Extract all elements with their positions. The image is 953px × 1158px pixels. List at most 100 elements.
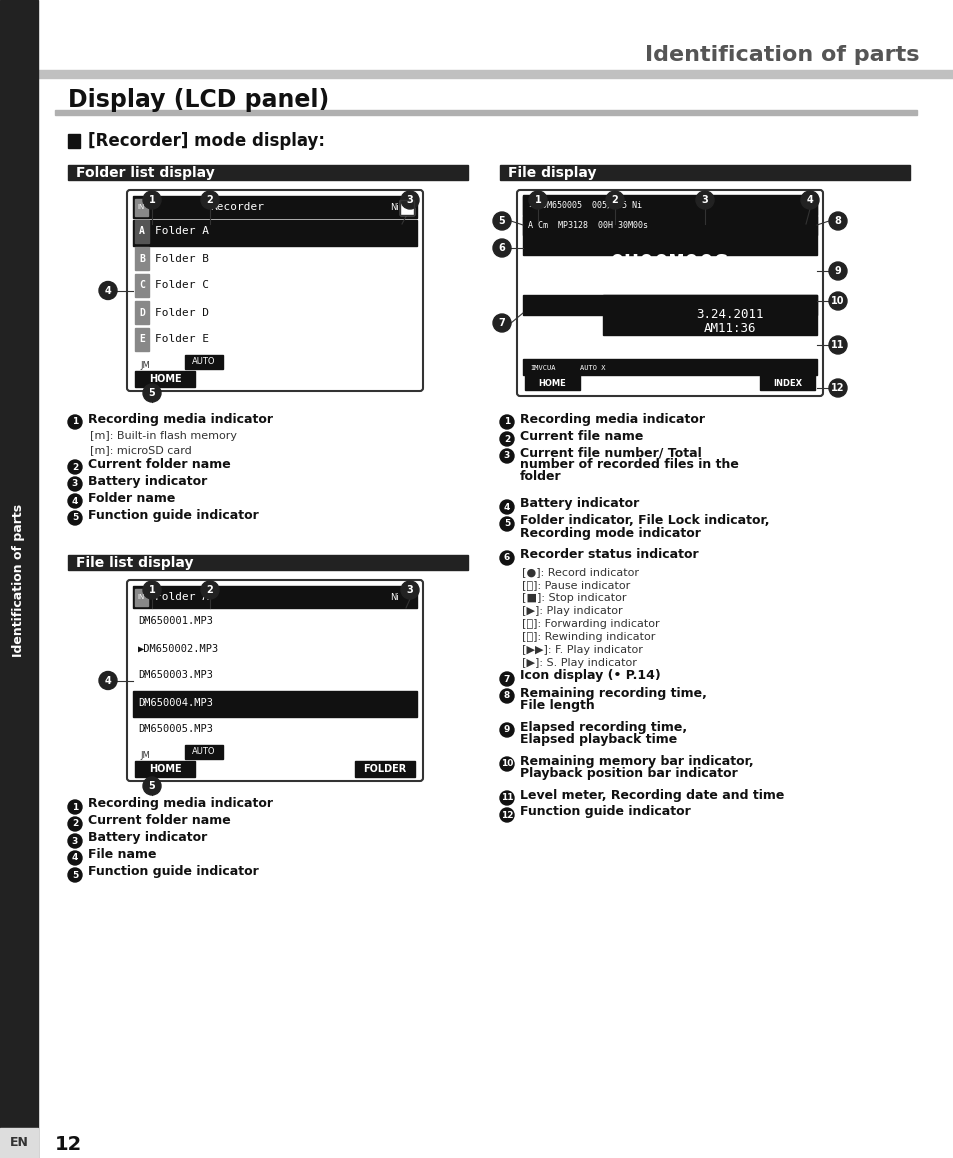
Text: DM650001.MP3: DM650001.MP3: [138, 616, 213, 626]
Text: 12: 12: [500, 811, 513, 820]
Bar: [499, 164, 909, 179]
Text: [⏩]: Forwarding indicator: [⏩]: Forwarding indicator: [521, 620, 659, 629]
Circle shape: [828, 262, 846, 280]
Text: File display: File display: [507, 166, 596, 179]
Text: 2: 2: [71, 820, 78, 828]
Text: 3.24.2011: 3.24.2011: [696, 308, 763, 322]
Circle shape: [828, 336, 846, 354]
Bar: [0, 1128, 38, 1158]
Circle shape: [493, 314, 511, 332]
Circle shape: [493, 239, 511, 257]
Text: Folder A: Folder A: [154, 592, 209, 602]
Text: Current file number/ Total: Current file number/ Total: [519, 447, 701, 460]
Text: 3: 3: [503, 452, 510, 461]
Circle shape: [499, 500, 514, 514]
Bar: [399, 200, 414, 215]
Text: Folder name: Folder name: [88, 491, 175, 505]
Text: Remaining recording time,: Remaining recording time,: [519, 687, 706, 699]
Text: Folder E: Folder E: [154, 335, 209, 344]
Text: 9: 9: [503, 726, 510, 734]
Text: [Recorder] mode display:: [Recorder] mode display:: [88, 132, 325, 151]
Text: AUTO: AUTO: [193, 358, 215, 366]
Bar: [68, 134, 80, 148]
Circle shape: [400, 191, 418, 208]
Text: Battery indicator: Battery indicator: [88, 475, 207, 488]
Text: [m]: Built-in flash memory: [m]: Built-in flash memory: [90, 431, 236, 441]
Text: Recording media indicator: Recording media indicator: [88, 412, 273, 425]
Circle shape: [499, 689, 514, 703]
Circle shape: [68, 818, 82, 831]
Text: 7: 7: [498, 318, 505, 328]
Text: Folder C: Folder C: [154, 280, 209, 291]
Text: E: E: [139, 335, 145, 344]
Text: Playback position bar indicator: Playback position bar indicator: [519, 767, 737, 779]
Text: INDEX: INDEX: [773, 379, 801, 388]
Circle shape: [499, 432, 514, 446]
Text: 8: 8: [503, 691, 510, 701]
Text: File list display: File list display: [76, 556, 193, 570]
Text: 5: 5: [503, 520, 510, 528]
Text: File length: File length: [519, 698, 594, 711]
Text: JM: JM: [140, 360, 150, 369]
Circle shape: [68, 834, 82, 848]
Text: 4: 4: [503, 503, 510, 512]
Text: Identification of parts: Identification of parts: [645, 45, 919, 65]
Text: 2: 2: [503, 434, 510, 444]
Text: EN: EN: [10, 1136, 29, 1150]
Bar: [68, 164, 468, 179]
Text: Function guide indicator: Function guide indicator: [519, 806, 690, 819]
Text: Battery indicator: Battery indicator: [519, 498, 639, 511]
Text: Elapsed playback time: Elapsed playback time: [519, 733, 677, 746]
Text: Folder list display: Folder list display: [76, 166, 214, 179]
Text: Folder B: Folder B: [154, 254, 209, 264]
Text: 6: 6: [498, 243, 505, 252]
Text: 9: 9: [834, 266, 841, 276]
Text: Folder D: Folder D: [154, 308, 209, 317]
Circle shape: [801, 191, 818, 208]
Text: Current file name: Current file name: [519, 430, 642, 442]
Text: HOME: HOME: [149, 374, 181, 384]
Circle shape: [143, 777, 161, 796]
Bar: [522, 195, 816, 255]
Bar: [524, 375, 579, 390]
Circle shape: [68, 477, 82, 491]
Text: [⏸]: Pause indicator: [⏸]: Pause indicator: [521, 580, 630, 589]
Circle shape: [400, 581, 418, 599]
Text: AUTO: AUTO: [193, 748, 215, 756]
Text: 2: 2: [71, 462, 78, 471]
Text: File name: File name: [88, 849, 156, 862]
Circle shape: [99, 672, 117, 689]
Bar: [185, 745, 223, 758]
Text: 7: 7: [503, 674, 510, 683]
Circle shape: [499, 516, 514, 532]
Text: 1: 1: [71, 802, 78, 812]
Text: FOLDER: FOLDER: [363, 764, 406, 774]
Text: 5: 5: [71, 871, 78, 879]
Text: Function guide indicator: Function guide indicator: [88, 865, 258, 879]
Bar: [132, 691, 416, 717]
Circle shape: [99, 281, 117, 300]
Text: 3: 3: [406, 195, 413, 205]
Text: Folder indicator, File Lock indicator,: Folder indicator, File Lock indicator,: [519, 514, 769, 528]
Text: 4: 4: [71, 853, 78, 863]
Text: IN: IN: [137, 594, 145, 600]
Text: 2: 2: [207, 195, 213, 205]
Text: DM650004.MP3: DM650004.MP3: [138, 697, 213, 708]
FancyBboxPatch shape: [127, 190, 422, 391]
Text: 1: 1: [534, 195, 540, 205]
Text: Battery indicator: Battery indicator: [88, 831, 207, 844]
Text: 3: 3: [71, 479, 78, 489]
Circle shape: [68, 868, 82, 882]
Circle shape: [68, 511, 82, 525]
Text: 2: 2: [611, 195, 618, 205]
Text: Recording media indicator: Recording media indicator: [88, 798, 273, 811]
Text: HOME: HOME: [149, 764, 181, 774]
Text: Ni: Ni: [390, 593, 398, 601]
Text: IN: IN: [137, 204, 145, 210]
Text: JM: JM: [140, 750, 150, 760]
Text: 1: 1: [503, 418, 510, 426]
Text: Identification of parts: Identification of parts: [12, 504, 26, 657]
Bar: [522, 217, 816, 235]
Text: [▶▶]: F. Play indicator: [▶▶]: F. Play indicator: [521, 645, 642, 655]
Text: 4: 4: [806, 195, 813, 205]
